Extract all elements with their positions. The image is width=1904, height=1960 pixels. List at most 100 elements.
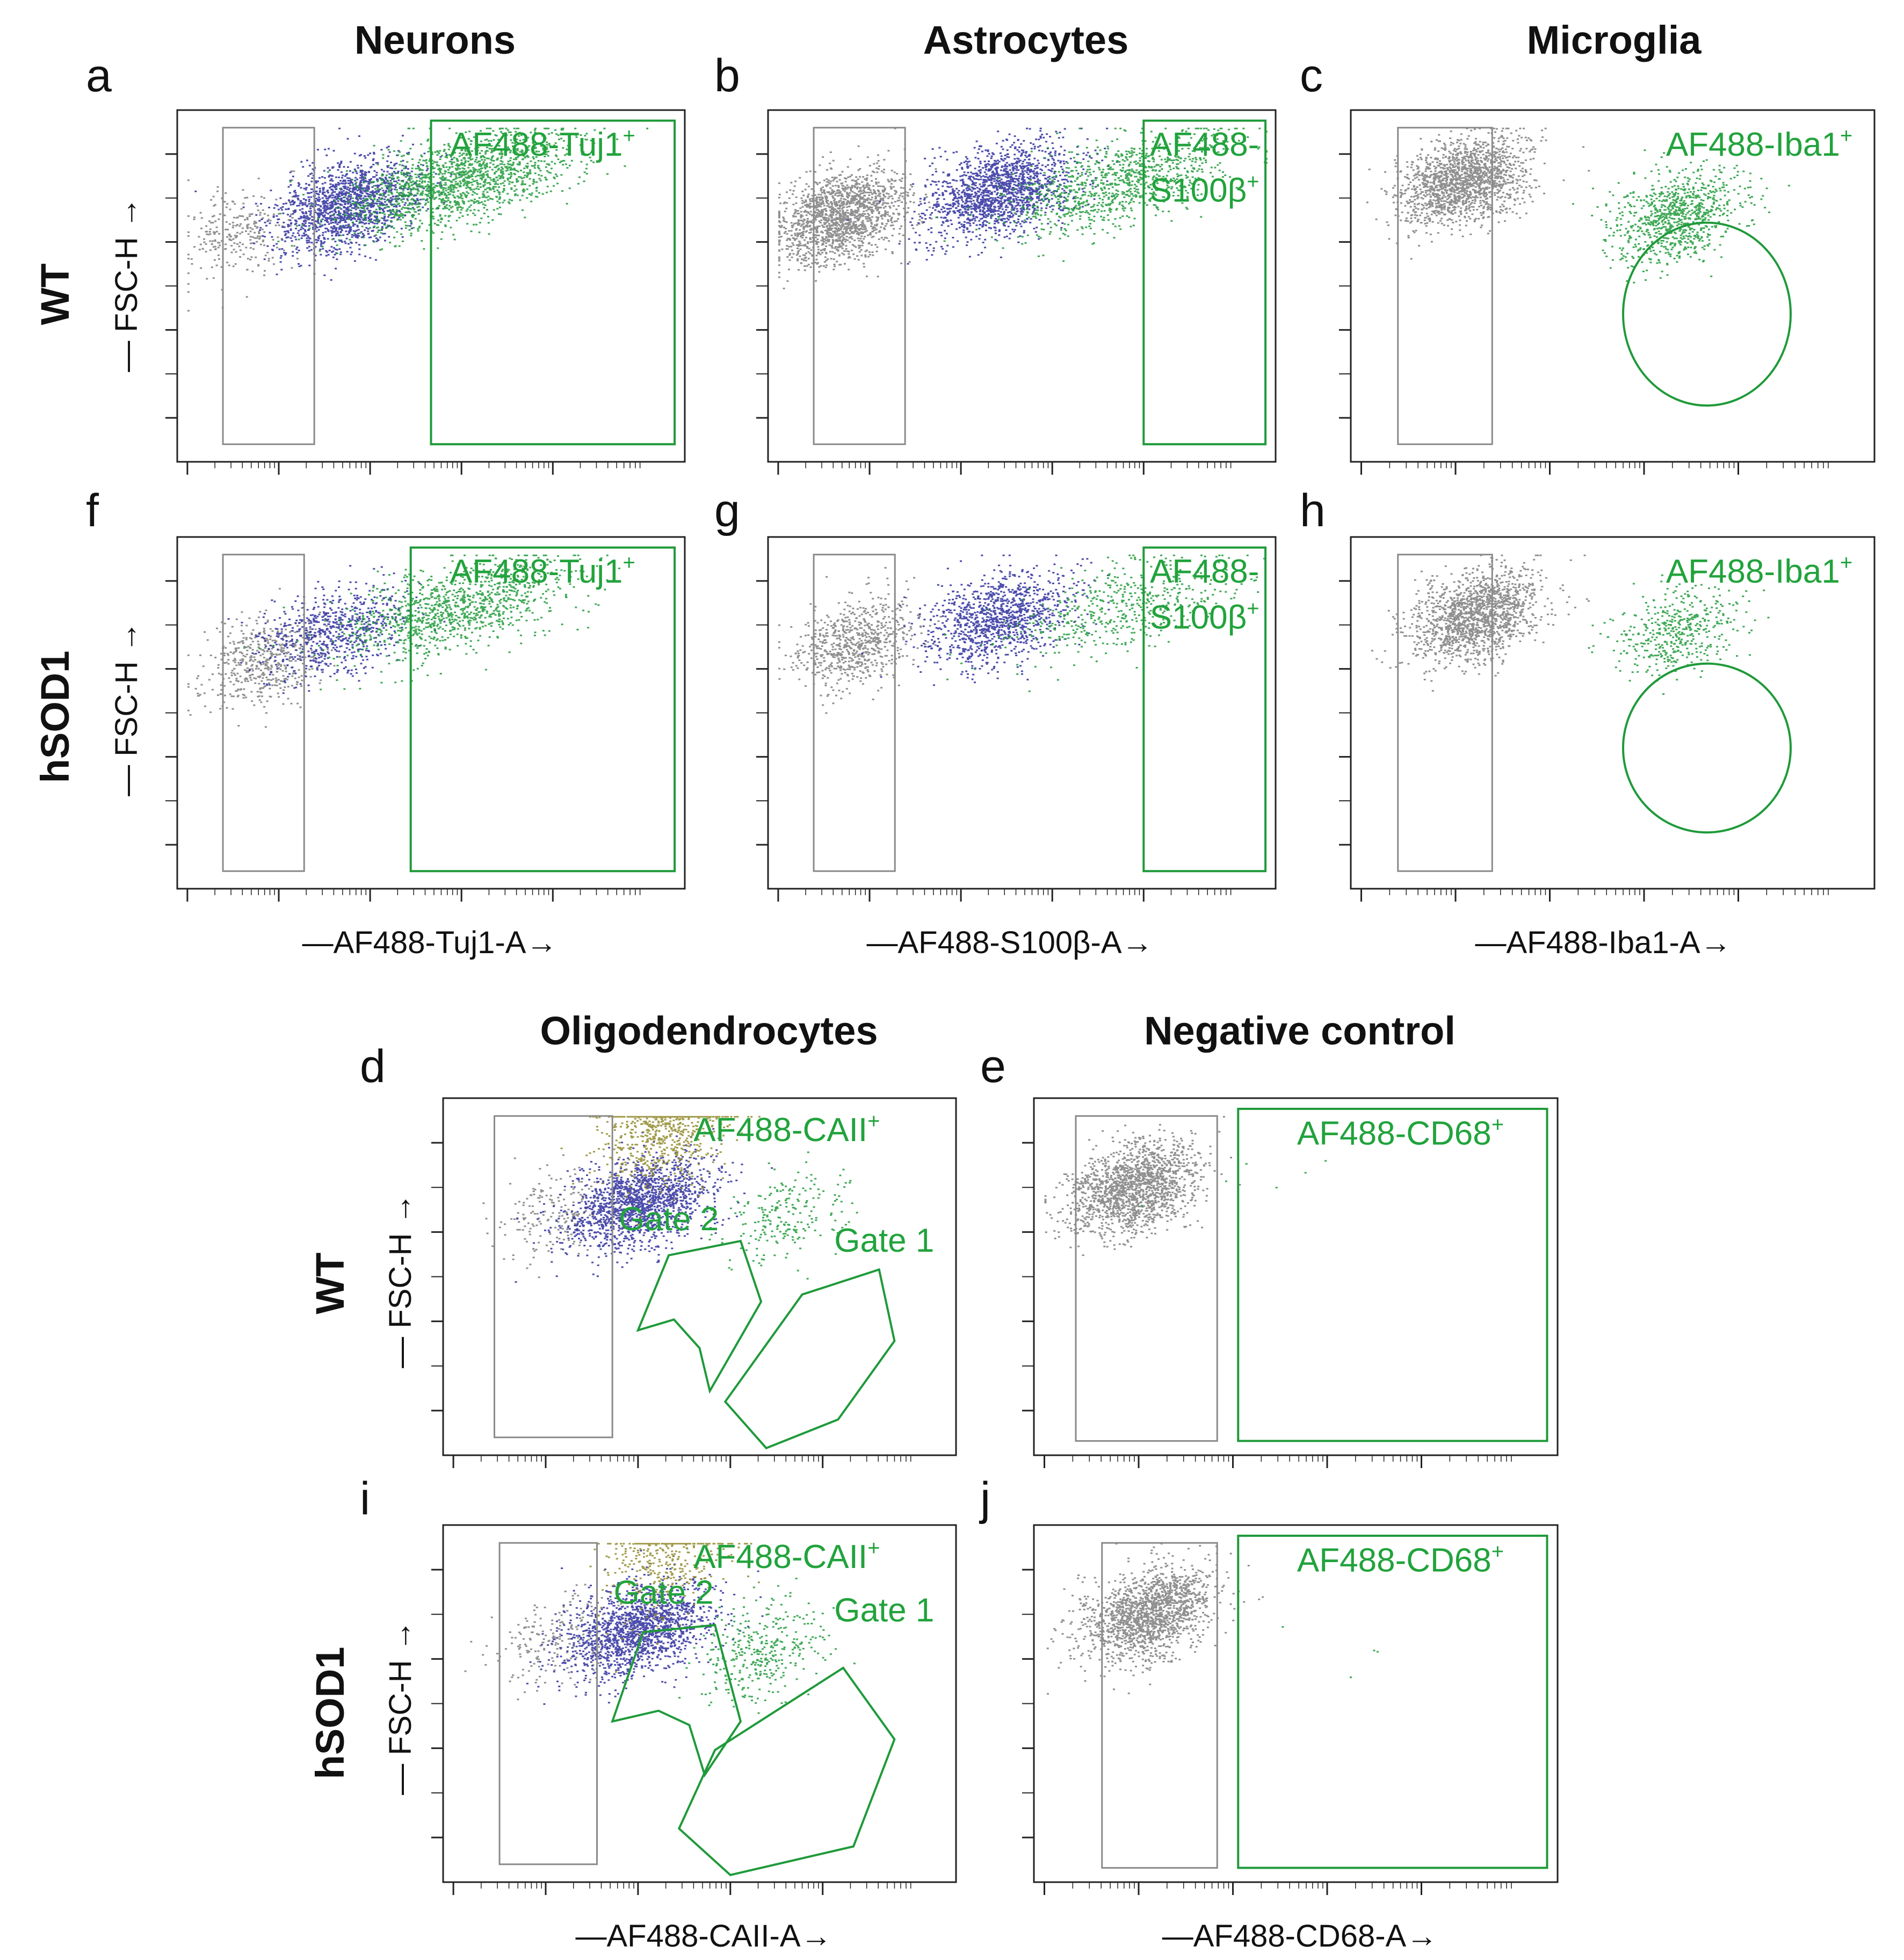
data-points-c bbox=[1366, 127, 1790, 284]
population-negative-j bbox=[1046, 1543, 1264, 1695]
plot-frame-d bbox=[442, 1097, 957, 1456]
data-points-e bbox=[1044, 1116, 1327, 1256]
y-axis-label-f: — FSC-H → bbox=[109, 621, 144, 796]
positive-gate-g bbox=[1142, 546, 1267, 873]
panel-c: c AF488-Iba1+ bbox=[1300, 50, 1876, 475]
negative-gate-e bbox=[1075, 1115, 1218, 1442]
panel-letter-i: i bbox=[360, 1473, 370, 1525]
row-label-wt-top: WT bbox=[33, 263, 77, 325]
positive-gate-label-d: AF488-CAII+ bbox=[693, 1109, 880, 1149]
gate1-polygon-i bbox=[677, 1666, 896, 1876]
negative-gate-a bbox=[222, 127, 315, 445]
panel-d: d — FSC-H → Gate 2 Gate 1 AF488-CAII+ bbox=[360, 1041, 957, 1468]
gate2-label-d: Gate 2 bbox=[619, 1201, 719, 1238]
panel-letter-d: d bbox=[360, 1041, 386, 1092]
data-points-h bbox=[1371, 554, 1770, 695]
data-points-f bbox=[187, 554, 620, 728]
gate2-polygon-d bbox=[636, 1239, 763, 1394]
x-axis-label-cd68: —AF488-CD68-A→ bbox=[1162, 1919, 1437, 1954]
panel-letter-g: g bbox=[714, 485, 740, 536]
x-axis-label-caii: —AF488-CAII-A→ bbox=[576, 1919, 832, 1954]
x-axis-label-iba1: —AF488-Iba1-A→ bbox=[1475, 925, 1731, 960]
positive-gate-label-c: AF488-Iba1+ bbox=[1666, 124, 1852, 163]
gate1-label-d: Gate 1 bbox=[834, 1222, 934, 1259]
panel-letter-e: e bbox=[980, 1041, 1006, 1092]
population-positive-c bbox=[1572, 147, 1790, 284]
data-points-i bbox=[464, 1543, 856, 1714]
panel-letter-a: a bbox=[86, 50, 112, 101]
population-intermediate-a bbox=[194, 127, 461, 281]
population-positive-j bbox=[1282, 1626, 1379, 1679]
data-points-a bbox=[187, 127, 649, 312]
gate2-polygon-i bbox=[611, 1624, 742, 1778]
title-neurons: Neurons bbox=[354, 18, 516, 62]
negative-gate-d bbox=[494, 1115, 613, 1439]
population-negative-f bbox=[187, 587, 358, 728]
population-negative-c bbox=[1366, 127, 1590, 260]
positive-gate-label-line2-b: S100β+ bbox=[1150, 170, 1259, 209]
gate2-label-i: Gate 2 bbox=[614, 1574, 714, 1611]
population-positive-a bbox=[277, 127, 649, 255]
title-microglia: Microglia bbox=[1527, 18, 1702, 62]
population-intermediate-b bbox=[846, 127, 1118, 265]
positive-gate-label-line1-b: AF488- bbox=[1150, 126, 1259, 163]
data-points-j bbox=[1046, 1543, 1379, 1695]
row-label-wt-bottom: WT bbox=[308, 1252, 352, 1314]
gate1-polygon-d bbox=[723, 1268, 896, 1450]
panel-h: h AF488-Iba1+ bbox=[1300, 485, 1876, 902]
positive-gate-label-i: AF488-CAII+ bbox=[693, 1536, 880, 1576]
positive-gate-label-f: AF488-Tuj1+ bbox=[450, 551, 635, 590]
population-negative-g bbox=[778, 567, 944, 714]
panel-letter-c: c bbox=[1300, 50, 1323, 101]
negative-gate-i bbox=[498, 1542, 598, 1865]
negative-gate-c bbox=[1397, 127, 1493, 445]
population-intermediate-g bbox=[861, 554, 1110, 686]
row-label-hsod1-top: hSOD1 bbox=[33, 651, 77, 783]
positive-gate-label-line1-g: AF488- bbox=[1150, 553, 1259, 590]
positive-gate-label-line2-g: S100β+ bbox=[1150, 597, 1259, 636]
positive-gate-e bbox=[1237, 1107, 1548, 1442]
data-points-b bbox=[778, 127, 1268, 289]
population-negative-h bbox=[1371, 554, 1590, 692]
negative-gate-g bbox=[813, 554, 896, 872]
panel-b: b AF488- S100β+ bbox=[714, 50, 1277, 475]
positive-gate-label-j: AF488-CD68+ bbox=[1297, 1540, 1504, 1579]
x-axis-label-tuj1: —AF488-Tuj1-A→ bbox=[302, 925, 558, 960]
positive-gate-h bbox=[1622, 662, 1792, 834]
positive-gate-b bbox=[1142, 119, 1267, 446]
positive-gate-c bbox=[1622, 221, 1792, 407]
positive-gate-label-e: AF488-CD68+ bbox=[1297, 1113, 1504, 1152]
population-gate2-i bbox=[589, 1543, 760, 1673]
gate1-label-i: Gate 1 bbox=[834, 1592, 934, 1629]
population-positive-b bbox=[935, 127, 1268, 262]
positive-gate-j bbox=[1237, 1534, 1548, 1869]
panel-letter-b: b bbox=[714, 50, 740, 101]
population-intermediate-d bbox=[515, 1128, 773, 1283]
population-negative-e bbox=[1044, 1116, 1241, 1256]
population-positive-g bbox=[944, 554, 1265, 692]
y-axis-label-d: — FSC-H → bbox=[383, 1193, 418, 1368]
title-astrocytes: Astrocytes bbox=[923, 18, 1129, 62]
panel-letter-h: h bbox=[1300, 485, 1326, 536]
panel-i: i — FSC-H → Gate 2 Gate 1 AF488-CAII+ bbox=[360, 1473, 957, 1895]
panel-g: g AF488- S100β+ bbox=[714, 485, 1277, 902]
population-negative-a bbox=[187, 170, 359, 312]
panel-j: j AF488-CD68+ bbox=[979, 1473, 1559, 1895]
negative-gate-j bbox=[1101, 1542, 1218, 1869]
panel-a: a — FSC-H → AF488-Tuj1+ bbox=[86, 50, 686, 475]
negative-gate-b bbox=[813, 127, 906, 445]
panel-letter-f: f bbox=[86, 485, 99, 536]
panel-f: f — FSC-H → AF488-Tuj1+ bbox=[86, 485, 686, 902]
positive-gate-label-a: AF488-Tuj1+ bbox=[450, 124, 635, 163]
y-axis-label-i: — FSC-H → bbox=[383, 1620, 418, 1795]
row-label-hsod1-bottom: hSOD1 bbox=[308, 1647, 352, 1780]
negative-gate-h bbox=[1397, 554, 1493, 872]
title-oligodendrocytes: Oligodendrocytes bbox=[540, 1008, 878, 1053]
data-points-d bbox=[482, 1116, 858, 1283]
positive-gate-f bbox=[409, 546, 676, 873]
positive-gate-a bbox=[430, 119, 676, 446]
negative-gate-f bbox=[222, 554, 305, 872]
y-axis-label-a: — FSC-H → bbox=[109, 197, 144, 372]
population-negative-b bbox=[778, 127, 937, 289]
